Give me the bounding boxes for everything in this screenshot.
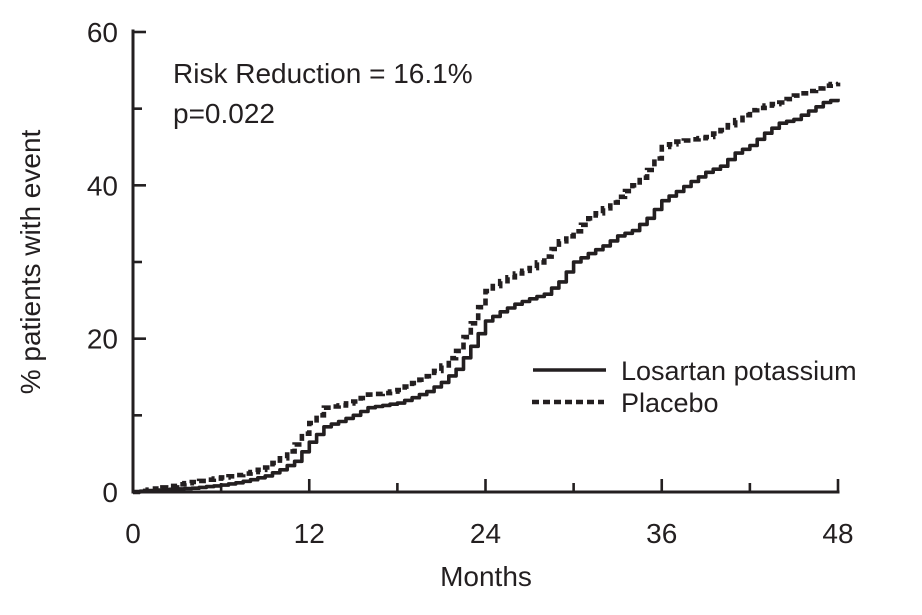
risk-reduction-annotation: Risk Reduction = 16.1% xyxy=(173,58,473,89)
x-tick-label: 36 xyxy=(646,518,677,549)
legend-label-placebo: Placebo xyxy=(621,388,719,418)
y-tick-label: 20 xyxy=(87,324,118,355)
y-tick-label: 60 xyxy=(87,17,118,48)
x-tick-label: 12 xyxy=(294,518,325,549)
axes: 0 12 24 36 48 0 20 40 60 xyxy=(87,17,854,549)
y-tick-label: 40 xyxy=(87,170,118,201)
annotation-block: Risk Reduction = 16.1% p=0.022 xyxy=(173,58,473,129)
losartan-curve xyxy=(133,98,840,494)
x-tick-label: 24 xyxy=(470,518,501,549)
p-value-annotation: p=0.022 xyxy=(173,98,275,129)
axis-tick-labels: 0 12 24 36 48 0 20 40 60 xyxy=(87,17,854,549)
y-tick-label: 0 xyxy=(102,477,118,508)
x-tick-label: 0 xyxy=(125,518,141,549)
x-tick-label: 48 xyxy=(822,518,853,549)
legend: Losartan potassium Placebo xyxy=(532,356,857,418)
x-axis-title: Months xyxy=(440,561,532,592)
placebo-curve xyxy=(133,81,841,495)
legend-label-losartan: Losartan potassium xyxy=(621,356,857,386)
y-axis-title: % patients with event xyxy=(15,129,46,394)
data-curves xyxy=(133,81,841,495)
